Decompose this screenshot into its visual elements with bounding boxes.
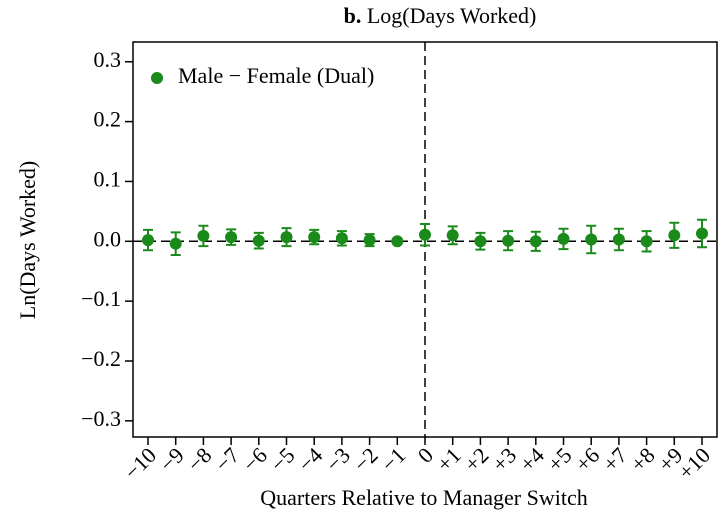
point: [529, 235, 542, 248]
y-tick-label: 0.1: [94, 166, 122, 191]
point: [585, 233, 598, 246]
point: [335, 232, 348, 245]
y-tick-label: 0.0: [94, 226, 122, 251]
point: [252, 234, 265, 247]
y-tick-label: 0.2: [94, 107, 122, 132]
x-tick-label: −10: [119, 442, 161, 484]
point: [446, 229, 459, 242]
point: [612, 233, 625, 246]
point: [391, 235, 404, 248]
y-axis-label: Ln(Days Worked): [15, 161, 40, 320]
point: [142, 234, 154, 247]
legend-marker: [151, 72, 163, 84]
point: [668, 229, 681, 242]
point: [280, 231, 293, 244]
y-tick-label: −0.3: [81, 406, 121, 431]
point: [225, 231, 238, 244]
point: [557, 232, 570, 245]
point: [197, 229, 210, 242]
point: [502, 234, 515, 247]
chart-title: b. Log(Days Worked): [344, 3, 537, 28]
y-tick-label: 0.3: [94, 47, 122, 72]
title-text: Log(Days Worked): [367, 3, 537, 28]
x-axis-label: Quarters Relative to Manager Switch: [260, 485, 587, 510]
title-label: b.: [344, 3, 362, 28]
point: [474, 235, 487, 248]
point: [696, 227, 708, 240]
x-tick-label: +10: [673, 442, 715, 484]
point: [363, 234, 376, 247]
point: [308, 231, 321, 244]
legend-label: Male − Female (Dual): [178, 63, 374, 88]
point: [419, 228, 431, 241]
y-tick-label: −0.2: [81, 346, 121, 371]
x-tick-label: −1: [376, 442, 410, 476]
y-tick-label: −0.1: [81, 286, 121, 311]
point: [169, 237, 182, 250]
point: [640, 235, 653, 248]
